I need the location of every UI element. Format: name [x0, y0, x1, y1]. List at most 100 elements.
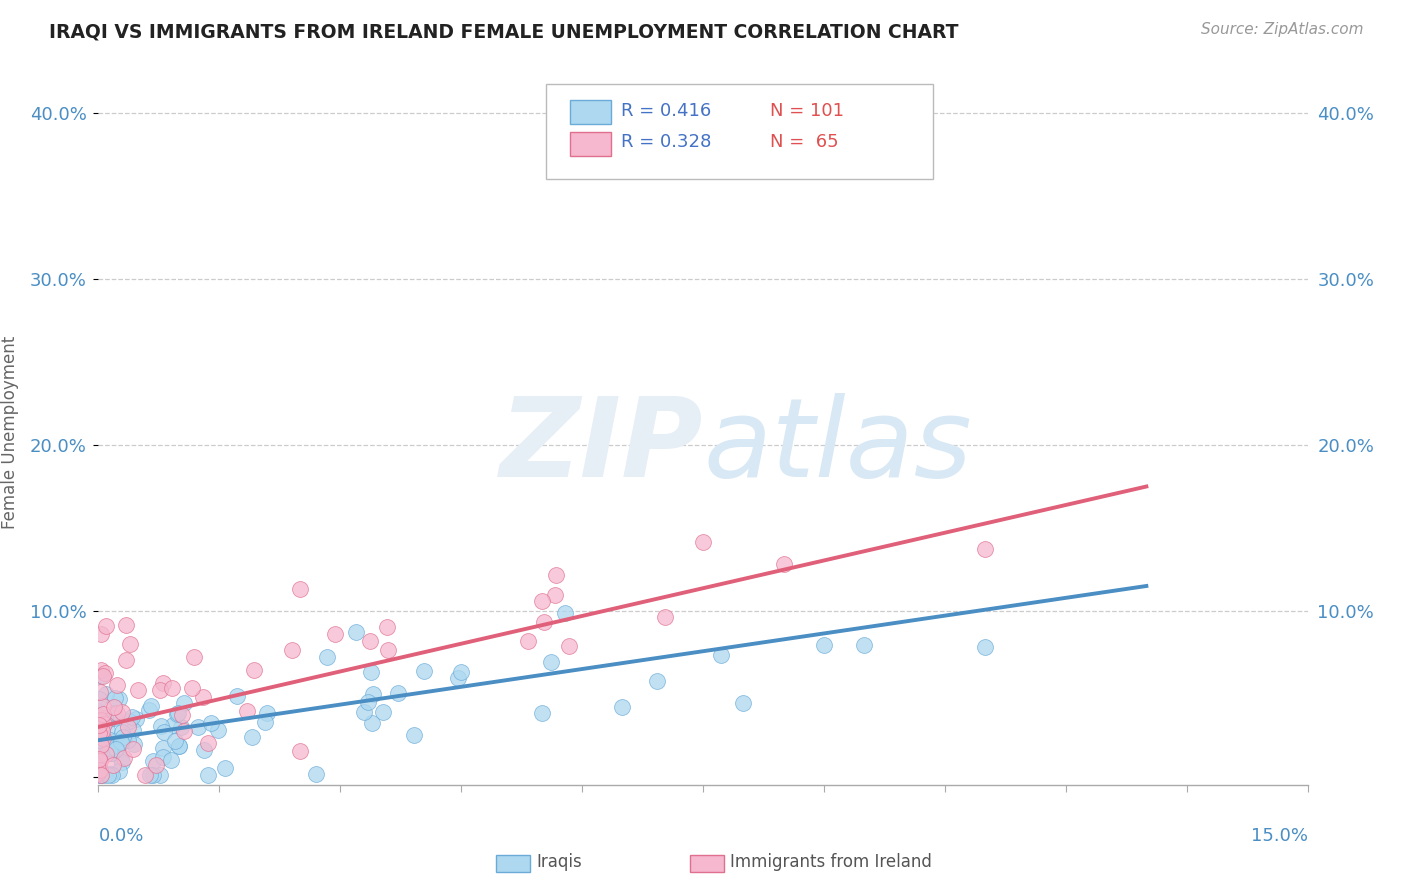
Point	[89, 691, 111, 706]
Point	[187, 720, 209, 734]
Point	[104, 734, 127, 748]
Point	[103, 700, 125, 714]
Point	[150, 719, 173, 733]
Point	[243, 664, 266, 678]
Point	[125, 712, 148, 726]
Point	[160, 753, 183, 767]
Point	[90, 738, 112, 752]
Point	[139, 768, 162, 782]
Text: R = 0.416: R = 0.416	[621, 102, 711, 120]
Point	[152, 740, 174, 755]
Point	[96, 723, 118, 737]
Point	[357, 695, 380, 709]
Point	[290, 744, 312, 758]
Point	[191, 690, 214, 704]
Point	[974, 542, 997, 557]
Point	[145, 758, 167, 772]
Point	[288, 582, 311, 596]
Point	[974, 640, 997, 655]
Point	[214, 761, 236, 775]
Point	[533, 615, 555, 629]
Point	[114, 734, 136, 748]
Point	[197, 736, 219, 750]
Point	[183, 649, 205, 664]
Point	[152, 750, 174, 764]
Point	[89, 685, 111, 699]
Point	[207, 723, 229, 737]
Point	[110, 752, 132, 766]
Point	[647, 674, 669, 689]
Point	[361, 687, 384, 701]
Point	[110, 735, 132, 749]
Point	[87, 726, 110, 740]
Point	[107, 692, 129, 706]
Point	[149, 768, 172, 782]
Point	[450, 665, 472, 679]
FancyBboxPatch shape	[496, 855, 530, 871]
Point	[98, 740, 121, 755]
Point	[87, 714, 110, 728]
Point	[111, 705, 134, 719]
Point	[101, 757, 124, 772]
Point	[402, 728, 425, 742]
Point	[87, 765, 110, 780]
Point	[97, 768, 120, 782]
Point	[108, 764, 131, 779]
Point	[89, 767, 111, 781]
Text: Iraqis: Iraqis	[536, 854, 582, 871]
Point	[344, 625, 367, 640]
Point	[149, 683, 172, 698]
Point	[100, 768, 122, 782]
Point	[361, 716, 384, 731]
Text: 15.0%: 15.0%	[1250, 827, 1308, 846]
Point	[91, 731, 114, 745]
Point	[90, 663, 112, 677]
Point	[91, 706, 114, 721]
Point	[96, 688, 118, 702]
FancyBboxPatch shape	[690, 855, 724, 871]
Point	[94, 665, 117, 680]
Point	[315, 649, 337, 664]
Point	[167, 739, 190, 754]
Point	[153, 724, 176, 739]
Text: R = 0.328: R = 0.328	[621, 133, 711, 152]
Point	[353, 706, 375, 720]
Point	[530, 706, 553, 720]
Point	[87, 708, 110, 723]
Point	[163, 733, 186, 747]
Point	[138, 702, 160, 716]
Point	[173, 724, 195, 739]
FancyBboxPatch shape	[569, 132, 612, 156]
Text: IRAQI VS IMMIGRANTS FROM IRELAND FEMALE UNEMPLOYMENT CORRELATION CHART: IRAQI VS IMMIGRANTS FROM IRELAND FEMALE …	[49, 22, 959, 41]
Point	[654, 609, 676, 624]
Point	[517, 633, 540, 648]
Point	[96, 746, 118, 760]
Point	[91, 741, 114, 756]
Point	[122, 742, 145, 756]
Point	[89, 733, 111, 747]
Point	[117, 732, 139, 747]
Point	[387, 685, 409, 699]
Point	[103, 744, 125, 758]
Point	[93, 699, 115, 714]
Point	[98, 767, 121, 781]
Point	[236, 704, 259, 718]
Point	[127, 683, 149, 698]
Point	[141, 699, 163, 714]
Point	[93, 717, 115, 731]
Point	[134, 768, 156, 782]
Point	[111, 725, 134, 739]
Point	[142, 754, 165, 768]
Point	[360, 665, 382, 679]
Point	[772, 558, 794, 572]
Y-axis label: Female Unemployment: Female Unemployment	[0, 336, 18, 529]
Point	[124, 738, 146, 752]
Point	[692, 534, 714, 549]
Point	[731, 697, 754, 711]
Point	[813, 639, 835, 653]
Point	[558, 639, 581, 653]
Point	[103, 710, 125, 724]
Text: N = 101: N = 101	[769, 102, 844, 120]
Point	[115, 618, 138, 632]
Point	[152, 676, 174, 690]
